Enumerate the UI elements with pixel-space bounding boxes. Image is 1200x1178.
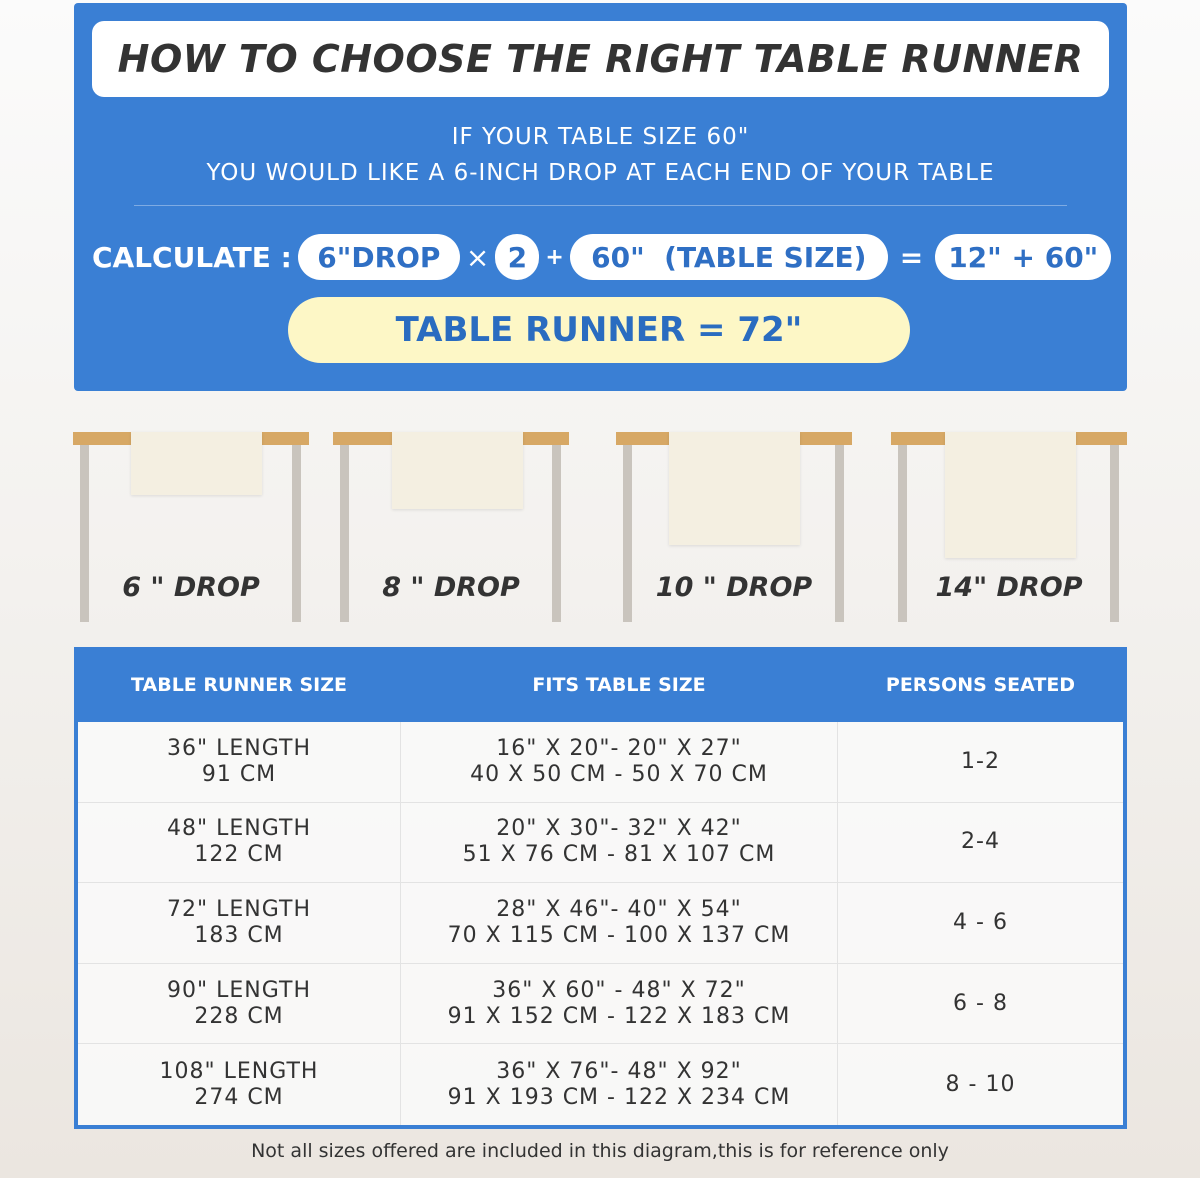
equals-sign: = <box>899 240 924 274</box>
drop-label: 10 " DROP <box>655 572 813 603</box>
table-header: TABLE RUNNER SIZE FITS TABLE SIZE PERSON… <box>78 647 1123 722</box>
divider <box>134 205 1067 206</box>
calculation-row: CALCULATE : 6"DROP × 2 + 60" (TABLE SIZE… <box>92 232 1112 282</box>
table-leg <box>623 445 632 622</box>
persons-cell: 6 - 8 <box>838 964 1123 1044</box>
calculation-panel: HOW TO CHOOSE THE RIGHT TABLE RUNNER IF … <box>74 3 1127 391</box>
drop-illustration-10: 10 " DROP <box>616 432 852 622</box>
header-fits-table-size: FITS TABLE SIZE <box>532 673 706 696</box>
table-leg <box>1110 445 1119 622</box>
persons-cell: 4 - 6 <box>838 883 1123 963</box>
page-title: HOW TO CHOOSE THE RIGHT TABLE RUNNER <box>92 21 1109 97</box>
table-leg <box>80 445 89 622</box>
fits-inches: 36" X 76"- 48" X 92" <box>496 1058 742 1084</box>
runner <box>392 432 523 509</box>
footnote: Not all sizes offered are included in th… <box>251 1140 949 1162</box>
runner-size-cell: 48" LENGTH 122 CM <box>78 803 400 883</box>
fits-inches: 28" X 46"- 40" X 54" <box>496 896 742 922</box>
length-cm: 91 CM <box>201 761 277 787</box>
fits-inches: 20" X 30"- 32" X 42" <box>496 816 742 842</box>
fits-inches: 36" X 60" - 48" X 72" <box>492 977 746 1003</box>
fits-inches: 16" X 20"- 20" X 27" <box>496 735 742 761</box>
persons-cell: 8 - 10 <box>838 1044 1123 1125</box>
runner-size-cell: 108" LENGTH 274 CM <box>78 1044 400 1125</box>
persons-cell: 2-4 <box>838 803 1123 883</box>
table-row: 108" LENGTH 274 CM 36" X 76"- 48" X 92" 91… <box>78 1044 1123 1125</box>
persons-cell: 1-2 <box>838 722 1123 802</box>
table-leg <box>898 445 907 622</box>
fits-table-cell: 36" X 60" - 48" X 72" 91 X 152 CM - 122 X… <box>400 963 838 1044</box>
table-leg <box>835 445 844 622</box>
length-inches: 90" LENGTH <box>167 977 311 1003</box>
fits-cm: 40 X 50 CM - 50 X 70 CM <box>470 761 768 787</box>
table-size-pill: 60" (TABLE SIZE) <box>569 234 888 280</box>
fits-table-cell: 36" X 76"- 48" X 92" 91 X 193 CM - 122 X … <box>400 1044 838 1125</box>
runner-size-cell: 72" LENGTH 183 CM <box>78 883 400 963</box>
drop-illustration-6: 6 " DROP <box>73 432 309 622</box>
result-pill: TABLE RUNNER = 72" <box>288 297 910 363</box>
table-leg <box>340 445 349 622</box>
fits-cm: 91 X 152 CM - 122 X 183 CM <box>447 1003 791 1029</box>
runner-size-cell: 90" LENGTH 228 CM <box>78 964 400 1044</box>
fits-table-cell: 20" X 30"- 32" X 42" 51 X 76 CM - 81 X 10… <box>400 802 838 883</box>
fits-cm: 91 X 193 CM - 122 X 234 CM <box>447 1084 791 1110</box>
persons-seated: 6 - 8 <box>953 990 1008 1016</box>
runner <box>945 432 1076 558</box>
length-inches: 72" LENGTH <box>167 896 311 922</box>
length-inches: 48" LENGTH <box>167 816 311 842</box>
table-row: 90" LENGTH 228 CM 36" X 60" - 48" X 72" 91… <box>78 963 1123 1045</box>
intro-line-2: YOU WOULD LIKE A 6-INCH DROP AT EACH END… <box>206 160 995 186</box>
table-leg <box>292 445 301 622</box>
table-row: 48" LENGTH 122 CM 20" X 30"- 32" X 42" 51 … <box>78 802 1123 884</box>
size-table: TABLE RUNNER SIZE FITS TABLE SIZE PERSON… <box>74 647 1127 1129</box>
drop-pill: 6"DROP <box>297 234 460 280</box>
header-persons-seated: PERSONS SEATED <box>885 673 1076 696</box>
runner <box>669 432 800 545</box>
drop-label: 8 " DROP <box>382 572 520 603</box>
multiplier-pill: 2 <box>495 234 540 280</box>
drop-label: 6 " DROP <box>122 572 260 603</box>
persons-seated: 1-2 <box>961 748 1000 774</box>
times-sign: × <box>465 240 490 274</box>
drop-illustration-14: 14" DROP <box>891 432 1127 622</box>
length-cm: 183 CM <box>194 922 284 948</box>
fits-cm: 51 X 76 CM - 81 X 107 CM <box>462 842 776 868</box>
length-inches: 108" LENGTH <box>159 1058 319 1084</box>
plus-sign: + <box>545 244 564 270</box>
persons-seated: 2-4 <box>961 829 1000 855</box>
drop-label: 14" DROP <box>935 572 1083 603</box>
persons-seated: 8 - 10 <box>945 1071 1016 1097</box>
fits-cm: 70 X 115 CM - 100 X 137 CM <box>447 922 791 948</box>
runner <box>131 432 262 495</box>
calculate-label: CALCULATE : <box>92 240 292 274</box>
length-cm: 228 CM <box>194 1003 284 1029</box>
runner-size-cell: 36" LENGTH 91 CM <box>78 722 400 802</box>
length-cm: 122 CM <box>194 842 284 868</box>
length-cm: 274 CM <box>194 1084 284 1110</box>
fits-table-cell: 28" X 46"- 40" X 54" 70 X 115 CM - 100 X … <box>400 883 838 963</box>
table-row: 36" LENGTH 91 CM 16" X 20"- 20" X 27" 40 X… <box>78 722 1123 803</box>
table-row: 72" LENGTH 183 CM 28" X 46"- 40" X 54" 70 … <box>78 883 1123 964</box>
header-runner-size: TABLE RUNNER SIZE <box>131 673 347 696</box>
sum-pill: 12" + 60" <box>935 234 1112 280</box>
length-inches: 36" LENGTH <box>167 735 311 761</box>
persons-seated: 4 - 6 <box>953 909 1008 935</box>
fits-table-cell: 16" X 20"- 20" X 27" 40 X 50 CM - 50 X 70… <box>400 722 838 802</box>
table-leg <box>552 445 561 622</box>
drop-illustration-8: 8 " DROP <box>333 432 569 622</box>
intro-line-1: IF YOUR TABLE SIZE 60" <box>451 124 750 150</box>
